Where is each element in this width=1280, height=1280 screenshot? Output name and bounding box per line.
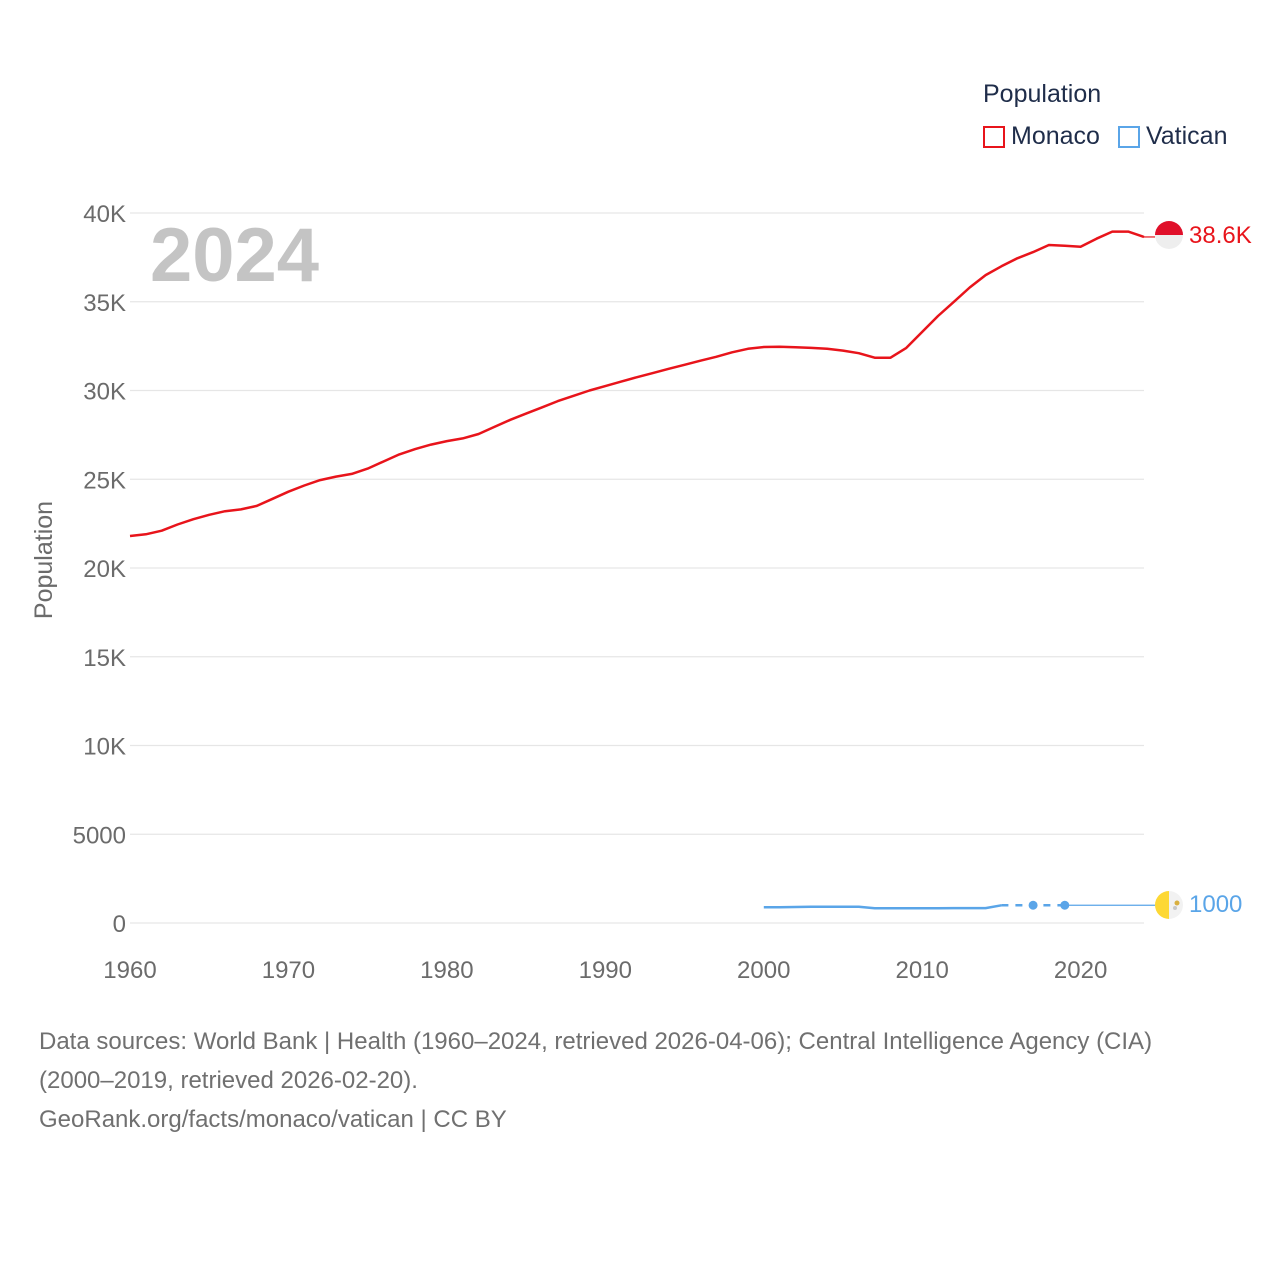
y-tick-label: 20K [83, 556, 126, 583]
legend-swatch-monaco [983, 125, 1005, 148]
y-tick-label: 10K [83, 734, 126, 761]
y-tick-label: 40K [83, 201, 126, 228]
legend-item-vatican[interactable]: Vatican [1117, 122, 1228, 151]
x-tick-label: 1980 [420, 957, 473, 984]
series-end-markers: 38.6K 1000 [1155, 221, 1252, 919]
y-tick-label: 25K [83, 467, 126, 494]
monaco-end-label: 38.6K [1189, 222, 1252, 249]
footer-line-1: Data sources: World Bank | Health (1960–… [39, 1028, 1153, 1055]
monaco-flag-icon [1155, 221, 1183, 249]
footer-link[interactable]: GeoRank.org/facts/monaco/vatican | CC BY [39, 1106, 507, 1133]
y-axis-ticks: 0 5000 10K 15K 20K 25K 30K 35K 40K [73, 201, 126, 938]
x-tick-label: 1990 [579, 957, 632, 984]
x-tick-label: 2000 [737, 957, 790, 984]
x-tick-label: 2010 [895, 957, 948, 984]
y-tick-label: 15K [83, 645, 126, 672]
y-tick-label: 5000 [73, 822, 126, 849]
series [129, 230, 1155, 910]
grid-lines [130, 212, 1144, 924]
vatican-flag-icon [1155, 891, 1183, 919]
y-axis-label: Population [30, 501, 58, 619]
footer-sources: Data sources: World Bank | Health (1960–… [39, 1022, 1249, 1139]
legend-swatch-vatican [1117, 125, 1140, 148]
x-tick-label: 1960 [103, 957, 156, 984]
legend-title: Population [983, 80, 1102, 108]
y-tick-label: 0 [113, 911, 126, 938]
legend-label-vatican: Vatican [1145, 122, 1228, 150]
y-tick-label: 35K [83, 290, 126, 317]
y-tick-label: 30K [83, 379, 126, 406]
vatican-end-label: 1000 [1189, 891, 1242, 918]
x-axis-ticks: 1960 1970 1980 1990 2000 2010 2020 [103, 957, 1107, 984]
x-tick-label: 1970 [262, 957, 315, 984]
legend-label-monaco: Monaco [1011, 122, 1100, 150]
legend: Monaco Vatican [983, 122, 1245, 151]
series-line-vatican [763, 904, 1002, 910]
series-line-monaco [129, 230, 1145, 538]
year-label: 2024 [150, 213, 319, 298]
data-point-vatican [1028, 900, 1038, 910]
footer-line-2: (2000–2019, retrieved 2026-02-20). [39, 1067, 418, 1094]
legend-item-monaco[interactable]: Monaco [983, 122, 1100, 151]
x-tick-label: 2020 [1054, 957, 1107, 984]
